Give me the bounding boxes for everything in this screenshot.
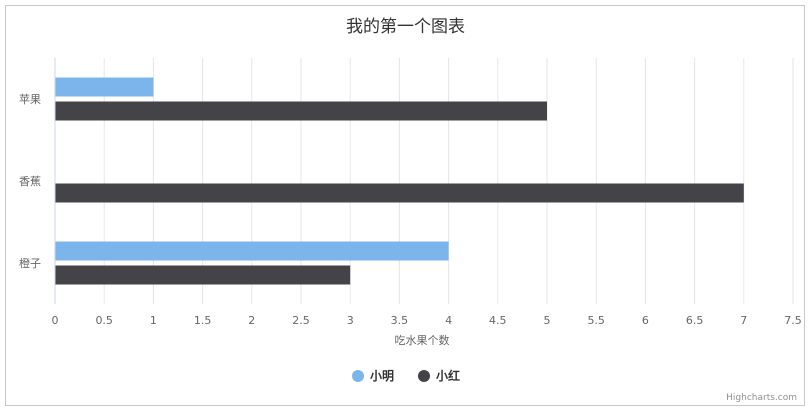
x-tick-label: 0.5 bbox=[95, 314, 113, 327]
x-tick-label: 7 bbox=[740, 314, 747, 327]
bar-series-2[interactable] bbox=[55, 183, 744, 203]
axes: 0 0.5 1 1.5 2 2.5 3 3.5 4 4.5 5 5.5 6 6.5 7 7.5 苹果香蕉橙子吃水… bbox=[19, 58, 802, 347]
bar-series-1[interactable] bbox=[55, 77, 154, 97]
legend-symbol bbox=[352, 370, 364, 382]
x-tick-label: 0 bbox=[52, 314, 59, 327]
bars bbox=[55, 77, 744, 285]
bar-series-2[interactable] bbox=[55, 265, 351, 285]
x-tick-label: 6 bbox=[642, 314, 649, 327]
credits-link[interactable]: Highcharts.com bbox=[726, 393, 797, 403]
y-category-label: 苹果 bbox=[19, 92, 41, 106]
x-tick-label: 5 bbox=[544, 314, 551, 327]
chart-container bbox=[5, 5, 805, 406]
legend-label: 小红 bbox=[436, 368, 460, 383]
y-category-label: 香蕉 bbox=[19, 175, 41, 188]
legend: 小明 小红 bbox=[352, 368, 460, 383]
legend-item[interactable]: 小明 bbox=[352, 368, 394, 383]
y-category-label: 橙子 bbox=[19, 256, 41, 270]
x-tick-label: 3 bbox=[347, 314, 354, 327]
bar-series-2[interactable] bbox=[55, 101, 547, 121]
x-tick-label: 4 bbox=[445, 314, 452, 327]
legend-label: 小明 bbox=[370, 368, 394, 383]
x-tick-label: 6.5 bbox=[686, 314, 704, 327]
x-tick-label: 1.5 bbox=[194, 314, 212, 327]
legend-symbol bbox=[418, 370, 430, 382]
x-tick-label: 2 bbox=[248, 314, 255, 327]
x-tick-label: 2.5 bbox=[292, 314, 310, 327]
x-tick-label: 3.5 bbox=[391, 314, 409, 327]
legend-item[interactable]: 小红 bbox=[418, 368, 460, 383]
chart-title: 我的第一个图表 bbox=[346, 17, 465, 37]
x-tick-label: 5.5 bbox=[587, 314, 605, 327]
x-tick-label: 4.5 bbox=[489, 314, 507, 327]
x-tick-label: 1 bbox=[150, 314, 157, 327]
bar-series-1[interactable] bbox=[55, 241, 449, 261]
x-tick-label: 7.5 bbox=[784, 314, 802, 327]
x-axis-title: 吃水果个数 bbox=[395, 334, 450, 347]
grid-lines bbox=[54, 58, 794, 304]
